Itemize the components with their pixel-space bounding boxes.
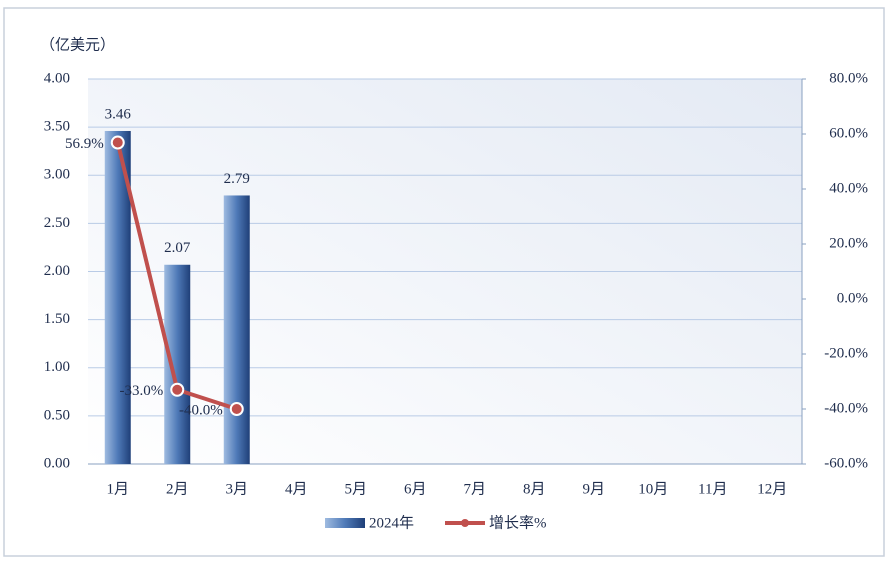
x-tick-label: 2月 [166, 481, 189, 497]
legend-label: 2024年 [369, 514, 414, 531]
x-tick-label: 12月 [757, 481, 787, 497]
x-tick-label: 4月 [285, 481, 308, 497]
y2-tick-label: 0.0% [837, 290, 868, 306]
y-tick-label: 3.50 [44, 119, 70, 135]
line-point [170, 382, 185, 397]
x-tick-label: 3月 [225, 481, 248, 497]
line-value-label: -33.0% [120, 383, 164, 399]
line-point [229, 402, 244, 416]
y-tick-label: 0.00 [44, 455, 70, 471]
y-tick-label: 1.00 [44, 359, 70, 375]
y2-tick-label: 40.0% [829, 180, 868, 196]
y-axis-title: （亿美元） [40, 36, 115, 53]
y2-tick-label: 80.0% [829, 70, 868, 86]
bar-value-label: 3.46 [105, 106, 132, 122]
bar [164, 264, 191, 464]
y2-tick-label: 20.0% [829, 235, 868, 251]
x-tick-label: 7月 [463, 481, 486, 497]
legend-label: 增长率% [489, 514, 547, 531]
x-tick-label: 11月 [698, 481, 727, 497]
line-value-label: 56.9% [65, 136, 104, 152]
x-tick-label: 5月 [344, 481, 367, 497]
y2-tick-label: 60.0% [829, 125, 868, 141]
bar-value-label: 2.79 [224, 171, 250, 187]
x-tick-label: 9月 [582, 481, 605, 497]
legend-swatch [325, 518, 365, 528]
x-tick-label: 1月 [106, 481, 129, 497]
line-value-label: -40.0% [179, 402, 223, 418]
y-tick-label: 1.50 [44, 311, 70, 327]
y2-tick-label: -20.0% [824, 345, 868, 361]
bar [223, 195, 250, 464]
x-tick-label: 10月 [638, 481, 668, 497]
bar-value-label: 2.07 [164, 240, 191, 256]
y-tick-label: 2.00 [44, 263, 70, 279]
y2-tick-label: -60.0% [824, 455, 868, 471]
line-point [110, 135, 125, 150]
y-tick-label: 0.50 [44, 407, 70, 423]
x-tick-label: 6月 [404, 481, 427, 497]
y-tick-label: 3.00 [44, 167, 70, 183]
x-tick-label: 8月 [523, 481, 546, 497]
y-tick-label: 4.00 [44, 70, 70, 86]
y2-tick-label: -40.0% [824, 400, 868, 416]
y-tick-label: 2.50 [44, 215, 70, 231]
legend-swatch-dot [461, 519, 469, 527]
